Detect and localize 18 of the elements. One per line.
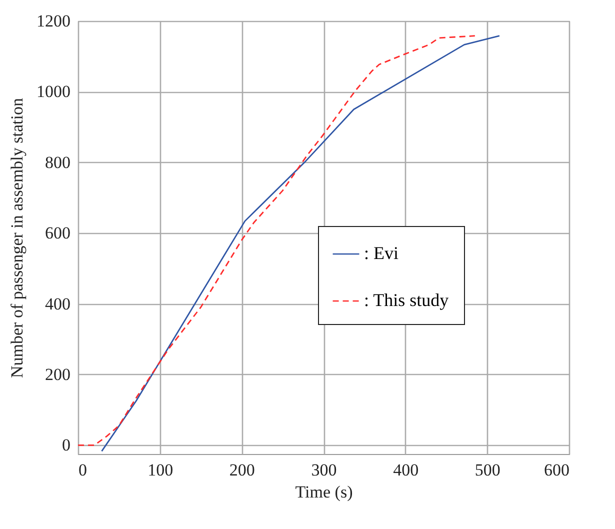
y-tick-label: 400 — [45, 294, 70, 314]
x-tick-label: 100 — [148, 460, 174, 480]
legend-label: : This study — [364, 290, 449, 310]
x-tick-label: 0 — [78, 460, 87, 480]
legend-label: : Evi — [364, 243, 398, 263]
y-tick-label: 0 — [62, 436, 70, 455]
y-tick-label: 1000 — [36, 82, 70, 102]
y-tick-label: 200 — [45, 364, 70, 384]
y-tick-label: 600 — [45, 224, 70, 243]
y-tick-label: 1200 — [36, 12, 70, 30]
x-tick-label: 600 — [544, 460, 570, 480]
x-tick-label: 300 — [311, 460, 337, 480]
x-tick-label: 200 — [229, 460, 255, 480]
x-axis-title: Time (s) — [295, 482, 353, 502]
y-tick-label: 800 — [45, 152, 70, 172]
x-tick-label: 500 — [474, 460, 500, 480]
x-tick-label: 400 — [393, 460, 419, 480]
y-axis-title: Number of passenger in assembly station — [8, 98, 26, 378]
